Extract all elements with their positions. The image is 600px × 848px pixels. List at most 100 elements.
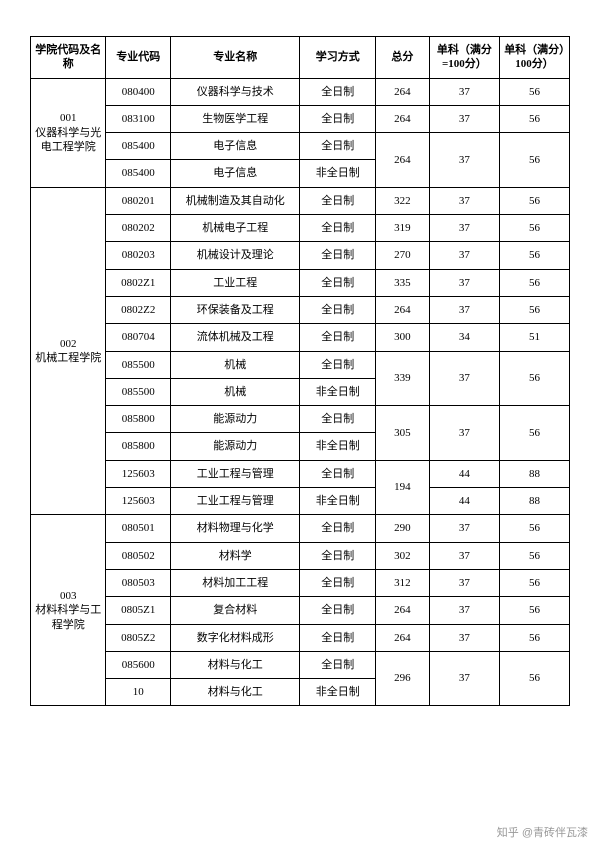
total-cell: 290 bbox=[375, 515, 429, 542]
s1-cell: 37 bbox=[429, 215, 499, 242]
s2-cell: 51 bbox=[499, 324, 569, 351]
dept-cell: 003 材料科学与工程学院 bbox=[31, 515, 106, 706]
mode-cell: 非全日制 bbox=[300, 378, 375, 405]
header-total: 总分 bbox=[375, 37, 429, 79]
mode-cell: 全日制 bbox=[300, 460, 375, 487]
mode-cell: 全日制 bbox=[300, 542, 375, 569]
table-row: 002 机械工程学院080201机械制造及其自动化全日制3223756 bbox=[31, 187, 570, 214]
mode-cell: 全日制 bbox=[300, 269, 375, 296]
s2-cell: 56 bbox=[499, 242, 569, 269]
code-cell: 125603 bbox=[106, 460, 171, 487]
code-cell: 080704 bbox=[106, 324, 171, 351]
mode-cell: 全日制 bbox=[300, 296, 375, 323]
code-cell: 080502 bbox=[106, 542, 171, 569]
name-cell: 工业工程与管理 bbox=[171, 460, 300, 487]
s1-cell: 34 bbox=[429, 324, 499, 351]
table-row: 001 仪器科学与光电工程学院080400仪器科学与技术全日制2643756 bbox=[31, 78, 570, 105]
name-cell: 机械 bbox=[171, 378, 300, 405]
mode-cell: 全日制 bbox=[300, 406, 375, 433]
s2-cell: 56 bbox=[499, 78, 569, 105]
table-row: 003 材料科学与工程学院080501材料物理与化学全日制2903756 bbox=[31, 515, 570, 542]
total-cell: 264 bbox=[375, 105, 429, 132]
s1-cell: 37 bbox=[429, 296, 499, 323]
s2-cell: 56 bbox=[499, 269, 569, 296]
s1-cell: 37 bbox=[429, 187, 499, 214]
code-cell: 080501 bbox=[106, 515, 171, 542]
total-cell: 305 bbox=[375, 406, 429, 461]
table-body: 001 仪器科学与光电工程学院080400仪器科学与技术全日制264375608… bbox=[31, 78, 570, 706]
total-cell: 194 bbox=[375, 460, 429, 515]
mode-cell: 非全日制 bbox=[300, 679, 375, 706]
header-s1: 单科（满分=100分） bbox=[429, 37, 499, 79]
header-dept: 学院代码及名称 bbox=[31, 37, 106, 79]
admissions-table: 学院代码及名称 专业代码 专业名称 学习方式 总分 单科（满分=100分） 单科… bbox=[30, 36, 570, 706]
watermark-prefix: 知乎 bbox=[497, 827, 519, 839]
table-row: 0805Z2数字化材料成形全日制2643756 bbox=[31, 624, 570, 651]
code-cell: 10 bbox=[106, 679, 171, 706]
s1-cell: 37 bbox=[429, 515, 499, 542]
code-cell: 085400 bbox=[106, 133, 171, 160]
code-cell: 080202 bbox=[106, 215, 171, 242]
s2-cell: 56 bbox=[499, 624, 569, 651]
s1-cell: 37 bbox=[429, 351, 499, 406]
s1-cell: 37 bbox=[429, 624, 499, 651]
s1-cell: 37 bbox=[429, 105, 499, 132]
s2-cell: 56 bbox=[499, 597, 569, 624]
mode-cell: 全日制 bbox=[300, 324, 375, 351]
mode-cell: 全日制 bbox=[300, 78, 375, 105]
table-row: 080502材料学全日制3023756 bbox=[31, 542, 570, 569]
name-cell: 材料物理与化学 bbox=[171, 515, 300, 542]
s2-cell: 88 bbox=[499, 460, 569, 487]
total-cell: 300 bbox=[375, 324, 429, 351]
mode-cell: 全日制 bbox=[300, 515, 375, 542]
table-row: 0802Z2环保装备及工程全日制2643756 bbox=[31, 296, 570, 323]
header-s2: 单科（满分）100分） bbox=[499, 37, 569, 79]
total-cell: 264 bbox=[375, 296, 429, 323]
total-cell: 339 bbox=[375, 351, 429, 406]
total-cell: 302 bbox=[375, 542, 429, 569]
table-row: 085800能源动力全日制3053756 bbox=[31, 406, 570, 433]
mode-cell: 非全日制 bbox=[300, 488, 375, 515]
total-cell: 322 bbox=[375, 187, 429, 214]
table-row: 080704流体机械及工程全日制3003451 bbox=[31, 324, 570, 351]
mode-cell: 全日制 bbox=[300, 351, 375, 378]
s2-cell: 56 bbox=[499, 215, 569, 242]
name-cell: 机械制造及其自动化 bbox=[171, 187, 300, 214]
table-row: 0802Z1工业工程全日制3353756 bbox=[31, 269, 570, 296]
total-cell: 264 bbox=[375, 624, 429, 651]
mode-cell: 全日制 bbox=[300, 187, 375, 214]
name-cell: 工业工程 bbox=[171, 269, 300, 296]
code-cell: 085400 bbox=[106, 160, 171, 187]
name-cell: 机械电子工程 bbox=[171, 215, 300, 242]
mode-cell: 全日制 bbox=[300, 105, 375, 132]
header-name: 专业名称 bbox=[171, 37, 300, 79]
code-cell: 080400 bbox=[106, 78, 171, 105]
s2-cell: 56 bbox=[499, 651, 569, 706]
s1-cell: 37 bbox=[429, 269, 499, 296]
code-cell: 080203 bbox=[106, 242, 171, 269]
table-row: 080202机械电子工程全日制3193756 bbox=[31, 215, 570, 242]
s1-cell: 37 bbox=[429, 78, 499, 105]
code-cell: 085800 bbox=[106, 433, 171, 460]
name-cell: 电子信息 bbox=[171, 133, 300, 160]
code-cell: 0805Z1 bbox=[106, 597, 171, 624]
mode-cell: 全日制 bbox=[300, 215, 375, 242]
name-cell: 生物医学工程 bbox=[171, 105, 300, 132]
total-cell: 264 bbox=[375, 597, 429, 624]
s1-cell: 44 bbox=[429, 488, 499, 515]
watermark-user: @青砖伴瓦漆 bbox=[522, 827, 588, 839]
table-row: 080203机械设计及理论全日制2703756 bbox=[31, 242, 570, 269]
dept-cell: 002 机械工程学院 bbox=[31, 187, 106, 515]
table-row: 085500机械全日制3393756 bbox=[31, 351, 570, 378]
s1-cell: 44 bbox=[429, 460, 499, 487]
code-cell: 080201 bbox=[106, 187, 171, 214]
s1-cell: 37 bbox=[429, 406, 499, 461]
total-cell: 296 bbox=[375, 651, 429, 706]
mode-cell: 全日制 bbox=[300, 597, 375, 624]
header-row: 学院代码及名称 专业代码 专业名称 学习方式 总分 单科（满分=100分） 单科… bbox=[31, 37, 570, 79]
name-cell: 环保装备及工程 bbox=[171, 296, 300, 323]
s2-cell: 56 bbox=[499, 406, 569, 461]
code-cell: 085600 bbox=[106, 651, 171, 678]
s2-cell: 56 bbox=[499, 187, 569, 214]
s1-cell: 37 bbox=[429, 242, 499, 269]
